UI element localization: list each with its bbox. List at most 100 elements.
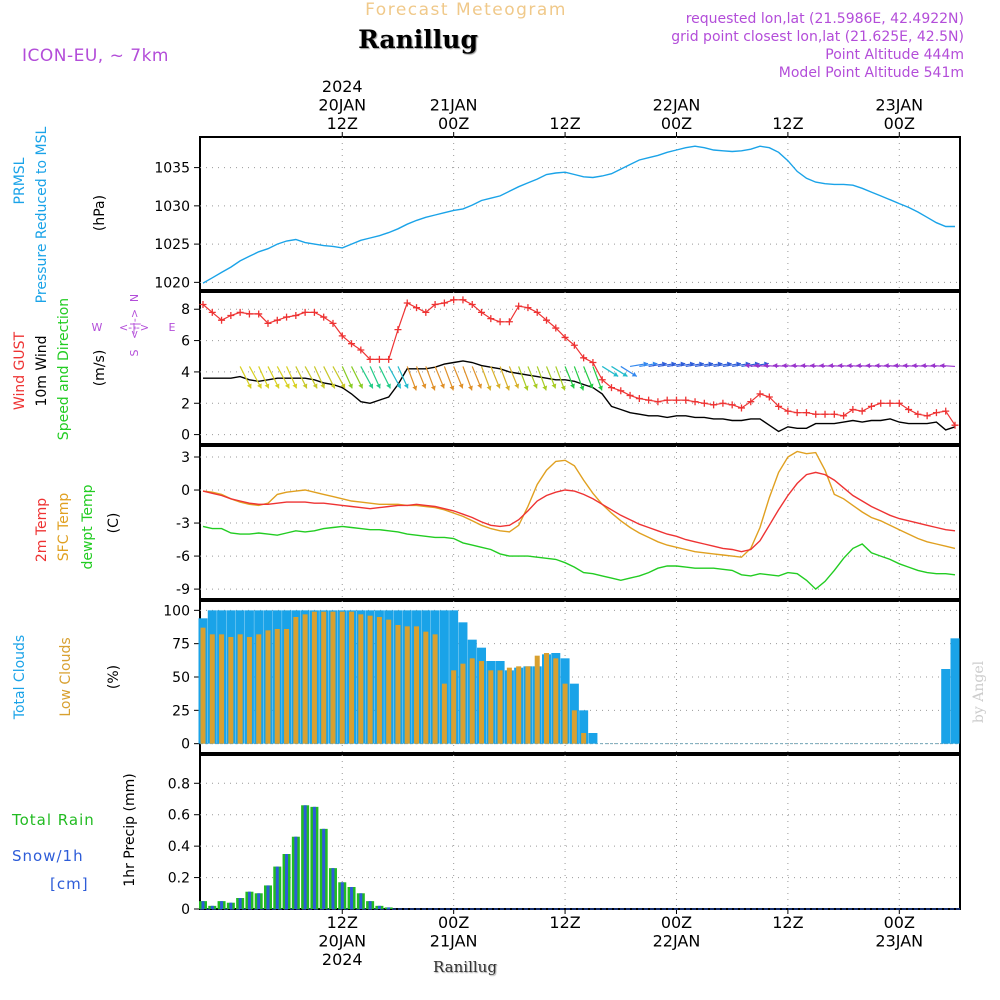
ytick-label: 0.8 bbox=[168, 776, 190, 792]
gust-point bbox=[273, 316, 281, 324]
wind-arrowhead bbox=[542, 385, 548, 391]
total-cloud-bar bbox=[579, 710, 589, 744]
gridpoint-coords: grid point closest lon,lat (21.625E, 42.… bbox=[671, 29, 964, 45]
wind-arrowhead bbox=[320, 383, 325, 389]
ytick-label: 0.2 bbox=[168, 871, 190, 887]
footer-location: Ranillug bbox=[433, 958, 497, 976]
sfc-temp-line bbox=[202, 450, 956, 558]
gust-point bbox=[691, 398, 699, 406]
ytick-label: 75 bbox=[172, 637, 190, 653]
top-axis-label: 12Z bbox=[327, 114, 358, 133]
gust-point bbox=[932, 409, 940, 417]
wind-arrowhead bbox=[912, 363, 917, 369]
wind-arrowhead bbox=[257, 383, 262, 389]
wind-arrowhead bbox=[486, 385, 492, 391]
wind-speed-line bbox=[203, 360, 956, 433]
low-cloud-bar bbox=[516, 666, 522, 744]
wind-arrowhead bbox=[631, 371, 637, 377]
wind-series-label: 10m Wind bbox=[34, 335, 50, 406]
bottom-axis-label: 20JAN bbox=[318, 932, 366, 951]
svg-text:S: S bbox=[128, 349, 141, 356]
panel-frame bbox=[199, 136, 961, 291]
wind-arrowhead bbox=[421, 383, 427, 389]
svg-text:<-|->: <-|-> bbox=[128, 309, 141, 339]
low-cloud-bar bbox=[339, 611, 345, 744]
wind-arrowhead bbox=[613, 371, 619, 377]
ytick-label: 0 bbox=[181, 483, 190, 499]
wind-arrowhead bbox=[375, 383, 381, 389]
snow-bar bbox=[340, 882, 344, 909]
wind-arrowhead bbox=[754, 363, 759, 369]
gust-point bbox=[348, 340, 356, 348]
low-cloud-bar bbox=[562, 683, 568, 744]
ytick-label: 1035 bbox=[154, 161, 190, 177]
top-axis-label: 20JAN bbox=[318, 96, 366, 115]
low-cloud-bar bbox=[358, 614, 364, 744]
wind-arrowhead bbox=[302, 383, 308, 389]
wind-arrowhead bbox=[440, 383, 445, 389]
snow-unit-label: [cm] bbox=[50, 875, 89, 893]
model-altitude: Model Point Altitude 541m bbox=[779, 65, 964, 81]
svg-text:<-|->: <-|-> bbox=[119, 321, 149, 334]
gust-point bbox=[301, 308, 309, 316]
gust-point bbox=[682, 396, 690, 404]
point-altitude: Point Altitude 444m bbox=[825, 47, 964, 63]
gust-line bbox=[202, 299, 956, 426]
low-cloud-bar bbox=[581, 733, 587, 744]
wind-arrowhead bbox=[284, 383, 290, 389]
gust-point bbox=[543, 316, 551, 324]
low-cloud-bar bbox=[544, 653, 550, 744]
requested-coords: requested lon,lat (21.5986E, 42.4922N) bbox=[686, 11, 964, 27]
dewpoint-line bbox=[202, 525, 956, 591]
credit-watermark: by Angel bbox=[971, 660, 987, 723]
gust-point bbox=[942, 407, 950, 415]
wind-arrowhead bbox=[622, 371, 628, 377]
gust-point bbox=[840, 412, 848, 420]
ytick-label: 2 bbox=[181, 396, 190, 412]
gust-point bbox=[765, 393, 773, 401]
ytick-label: 1025 bbox=[154, 237, 190, 253]
precip-panel: 0.8 0.6 0.4 0.2 0 bbox=[168, 754, 961, 918]
bottom-axis-label: 21JAN bbox=[430, 932, 478, 951]
wind-arrowhead bbox=[819, 363, 824, 369]
wind-arrowhead bbox=[358, 383, 363, 389]
gust-point bbox=[580, 354, 588, 362]
wind-arrowhead bbox=[551, 383, 557, 389]
wind-arrowhead bbox=[396, 383, 401, 389]
snow-bar bbox=[312, 806, 316, 909]
gust-point bbox=[886, 399, 894, 407]
ytick-label: -6 bbox=[176, 549, 190, 565]
wind-arrowhead bbox=[940, 363, 945, 369]
bottom-axis-label: 00Z bbox=[884, 913, 915, 932]
snow-bar bbox=[201, 901, 205, 909]
snow-bar bbox=[247, 891, 251, 909]
top-axis-label: 00Z bbox=[438, 114, 469, 133]
gust-point bbox=[830, 410, 838, 418]
precip-unit: 1hr Precip (mm) bbox=[122, 773, 138, 886]
snow-bar bbox=[229, 902, 233, 909]
low-cloud-bar bbox=[228, 637, 234, 744]
snow-bar bbox=[387, 907, 391, 909]
ytick-label: 50 bbox=[172, 670, 190, 686]
low-cloud-bar bbox=[432, 634, 438, 744]
gust-point bbox=[663, 396, 671, 404]
snow-bar bbox=[322, 828, 326, 909]
wind-arrowhead bbox=[532, 383, 538, 389]
low-cloud-bar bbox=[451, 670, 457, 744]
wind-arrowhead bbox=[523, 385, 529, 391]
wind-arrowhead bbox=[763, 363, 769, 369]
snow-bar bbox=[257, 893, 261, 909]
top-axis-label: 21JAN bbox=[430, 96, 478, 115]
wind-arrowhead bbox=[847, 363, 852, 369]
wind-arrowhead bbox=[828, 363, 834, 369]
gust-point bbox=[478, 308, 486, 316]
wind-arrowhead bbox=[468, 385, 473, 391]
gust-point bbox=[923, 412, 931, 420]
gust-point bbox=[812, 410, 820, 418]
gust-point bbox=[357, 346, 365, 354]
wind-arrowhead bbox=[477, 383, 482, 389]
wind-arrowhead bbox=[837, 363, 843, 369]
gust-point bbox=[329, 319, 337, 327]
